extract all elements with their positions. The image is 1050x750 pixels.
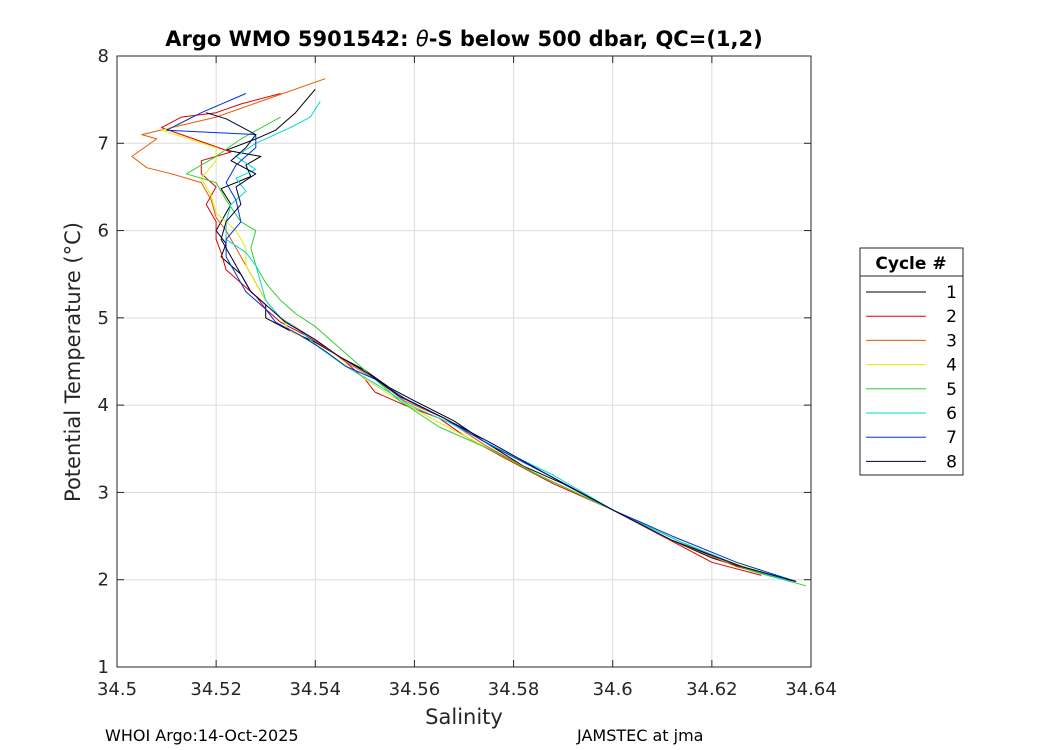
legend-label-cycle-5: 5 [946,380,957,400]
theta-symbol: θ [416,27,429,51]
x-axis-label: Salinity [425,705,503,729]
footer-source: WHOI Argo:14-Oct-2025 [105,726,299,745]
y-tick-label: 5 [98,308,109,329]
x-tick-label: 34.54 [290,679,342,700]
series-line-cycle-8 [206,112,797,582]
x-tick-label: 34.62 [686,679,738,700]
legend-label-cycle-1: 1 [946,283,957,303]
y-tick-label: 1 [98,657,109,678]
x-tick-label: 34.52 [190,679,242,700]
x-tick-label: 34.64 [785,679,837,700]
y-tick-label: 4 [98,395,109,416]
y-tick-label: 3 [98,482,109,503]
legend-label-cycle-2: 2 [946,307,957,327]
series-line-cycle-7 [166,93,797,582]
series-line-cycle-3 [131,78,787,581]
legend-label-cycle-8: 8 [946,452,957,472]
grid-lines [116,55,812,668]
legend: Cycle # 1 2 3 4 5 6 7 8 [859,247,964,476]
plot-area-frame [116,55,812,668]
legend-title: Cycle # [875,254,946,274]
footer-attribution: JAMSTEC at jma [577,726,704,745]
x-tick-label: 34.5 [97,679,137,700]
legend-label-cycle-4: 4 [946,356,957,376]
y-axis-label: Potential Temperature (°C) [61,222,85,502]
y-tick-label: 8 [98,46,109,67]
series-line-cycle-2 [161,93,762,576]
legend-label-cycle-3: 3 [946,331,957,351]
series-layer [131,78,807,587]
y-tick-label: 6 [98,221,109,242]
legend-label-cycle-7: 7 [946,428,957,448]
x-tick-label: 34.56 [389,679,441,700]
series-line-cycle-4 [161,116,787,581]
series-line-cycle-6 [225,101,792,582]
y-tick-label: 7 [98,133,109,154]
series-line-cycle-1 [215,88,797,582]
y-tick-label: 2 [98,570,109,591]
axis-ticks: 34.5 34.52 34.54 34.56 34.58 34.6 34.62 34.64 1 2… [97,46,837,700]
chart-title: Argo WMO 5901542: θ-S below 500 dbar, QC… [165,27,762,51]
x-tick-label: 34.6 [593,679,633,700]
x-tick-label: 34.58 [488,679,540,700]
legend-entries: 1 2 3 4 5 6 7 8 [866,283,957,472]
legend-label-cycle-6: 6 [946,404,957,424]
series-line-cycle-5 [185,116,807,587]
